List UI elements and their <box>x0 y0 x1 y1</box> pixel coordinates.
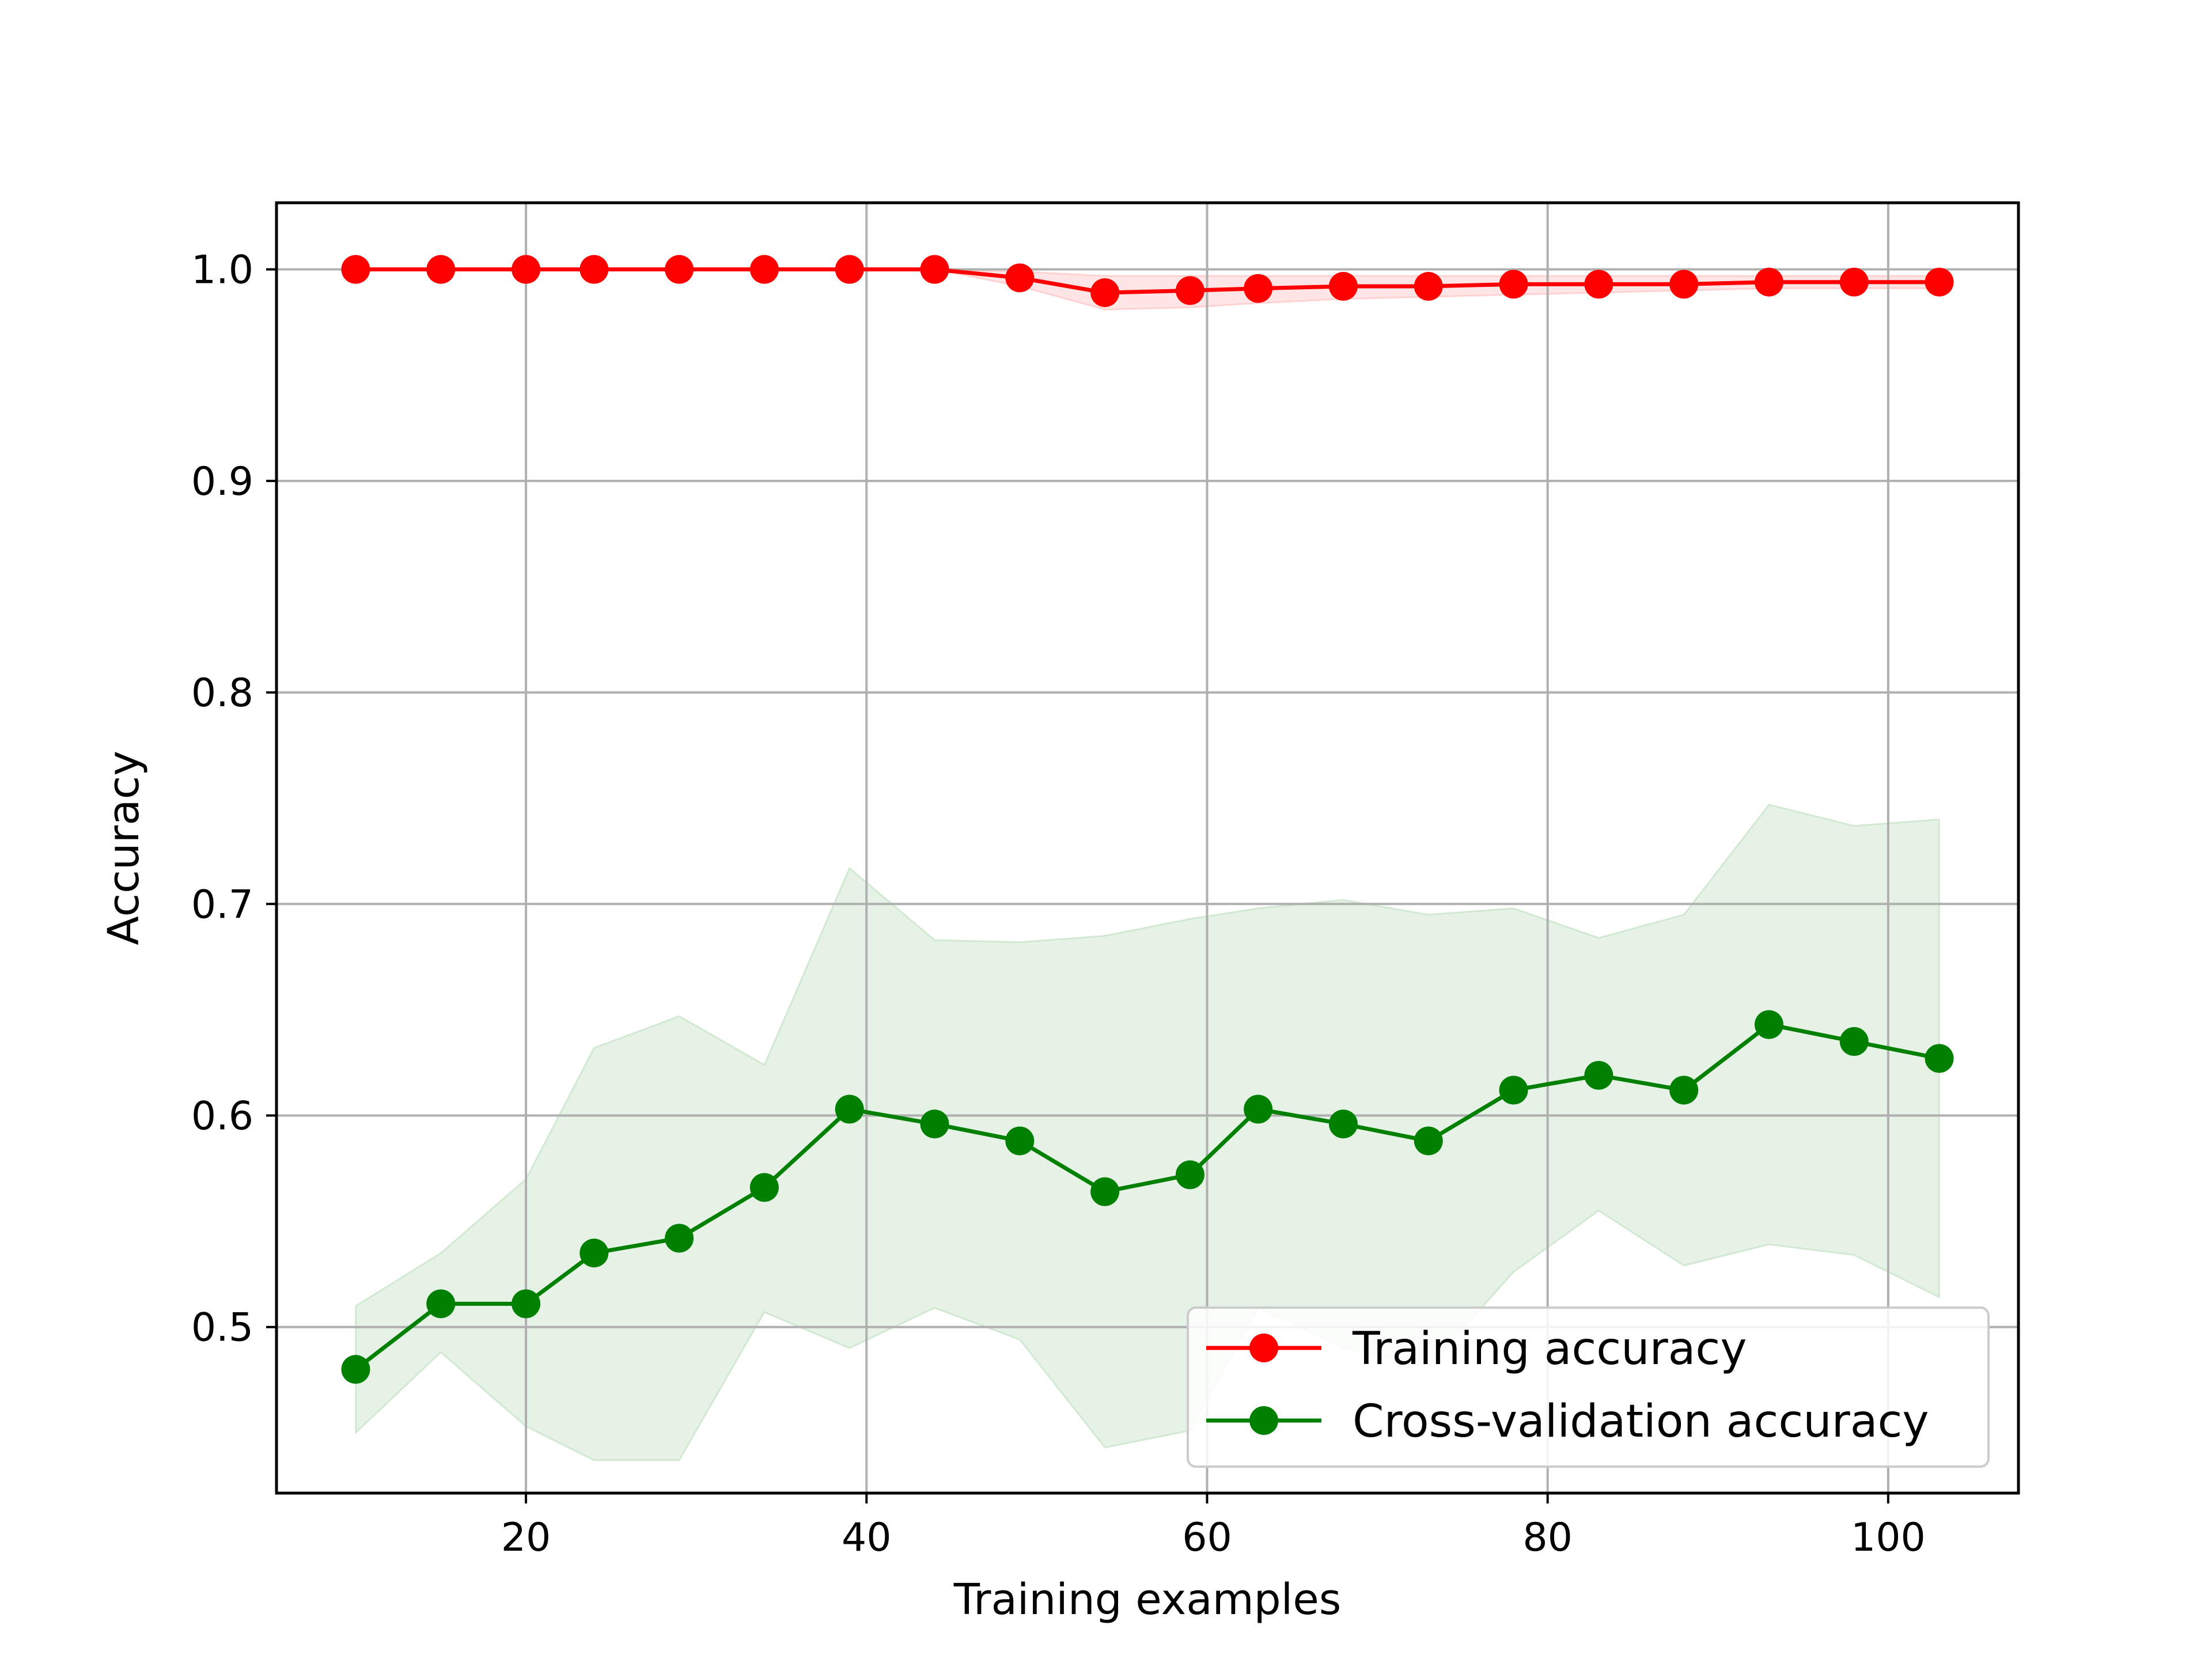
data-point-series-1 <box>749 1173 779 1202</box>
y-tick-label: 0.6 <box>191 1094 253 1139</box>
legend-label-0: Training accuracy <box>1352 1323 1747 1375</box>
data-point-series-0 <box>749 255 779 284</box>
data-point-series-0 <box>1244 274 1273 303</box>
data-point-series-1 <box>1414 1126 1443 1156</box>
data-point-series-1 <box>835 1094 864 1124</box>
data-point-series-1 <box>1839 1027 1869 1056</box>
data-point-series-1 <box>1754 1010 1783 1039</box>
y-tick-label: 0.9 <box>191 459 253 505</box>
data-point-series-0 <box>1175 276 1205 305</box>
data-point-series-0 <box>1584 270 1613 299</box>
data-point-series-1 <box>512 1289 541 1319</box>
x-tick-label: 40 <box>842 1515 892 1560</box>
data-point-series-1 <box>1499 1075 1528 1105</box>
data-point-series-1 <box>1005 1126 1035 1156</box>
data-point-series-1 <box>1244 1094 1273 1124</box>
x-tick-label: 60 <box>1182 1515 1232 1560</box>
axis-ticks: 20 40 60 80 100 0.5 0.6 0.7 0.8 0.9 1.0 <box>191 248 1926 1560</box>
y-tick-label: 0.5 <box>191 1305 253 1351</box>
data-point-series-0 <box>341 255 370 284</box>
data-point-series-0 <box>1005 263 1035 293</box>
plot-area-frame <box>275 201 2020 1495</box>
data-point-series-1 <box>1090 1177 1120 1206</box>
data-point-series-1 <box>1175 1160 1205 1190</box>
data-point-series-0 <box>1669 270 1699 299</box>
data-point-series-0 <box>920 255 949 284</box>
legend: Training accuracy Cross-validation accura… <box>1187 1306 1990 1468</box>
data-point-series-0 <box>1414 272 1443 301</box>
x-tick-label: 80 <box>1522 1515 1573 1560</box>
y-tick-label: 0.8 <box>191 671 253 716</box>
data-point-series-1 <box>1584 1060 1613 1090</box>
legend-box <box>1187 1306 1990 1468</box>
data-point-series-1 <box>665 1224 694 1253</box>
data-point-series-0 <box>665 255 694 284</box>
data-point-series-0 <box>1328 272 1358 301</box>
data-point-series-0 <box>835 255 864 284</box>
y-axis-label: Accuracy <box>99 751 149 945</box>
y-tick-label: 0.7 <box>191 882 253 927</box>
data-point-series-1 <box>341 1355 370 1384</box>
legend-marker-1 <box>1249 1406 1278 1435</box>
data-point-series-1 <box>579 1238 609 1268</box>
data-point-series-0 <box>579 255 609 284</box>
x-axis-label: Training examples <box>953 1575 1342 1624</box>
data-point-series-0 <box>1499 270 1528 299</box>
data-series <box>341 255 1954 1384</box>
data-point-series-0 <box>1839 267 1869 297</box>
data-point-series-0 <box>1090 278 1120 308</box>
data-point-series-0 <box>1754 267 1783 297</box>
data-point-series-1 <box>1669 1075 1699 1105</box>
data-point-series-1 <box>1925 1044 1954 1073</box>
series-line-1 <box>354 1022 1940 1371</box>
legend-label-1: Cross-validation accuracy <box>1353 1396 1929 1448</box>
data-point-series-1 <box>920 1109 949 1139</box>
data-point-series-0 <box>426 255 456 284</box>
x-tick-label: 100 <box>1851 1515 1926 1560</box>
y-tick-label: 1.0 <box>191 248 253 293</box>
legend-marker-0 <box>1249 1334 1278 1362</box>
data-point-series-1 <box>426 1289 456 1319</box>
x-tick-label: 20 <box>501 1515 551 1560</box>
data-point-series-0 <box>512 255 541 284</box>
data-point-series-0 <box>1925 267 1954 297</box>
data-point-series-1 <box>1328 1109 1358 1139</box>
band-series-1 <box>354 804 1941 1461</box>
